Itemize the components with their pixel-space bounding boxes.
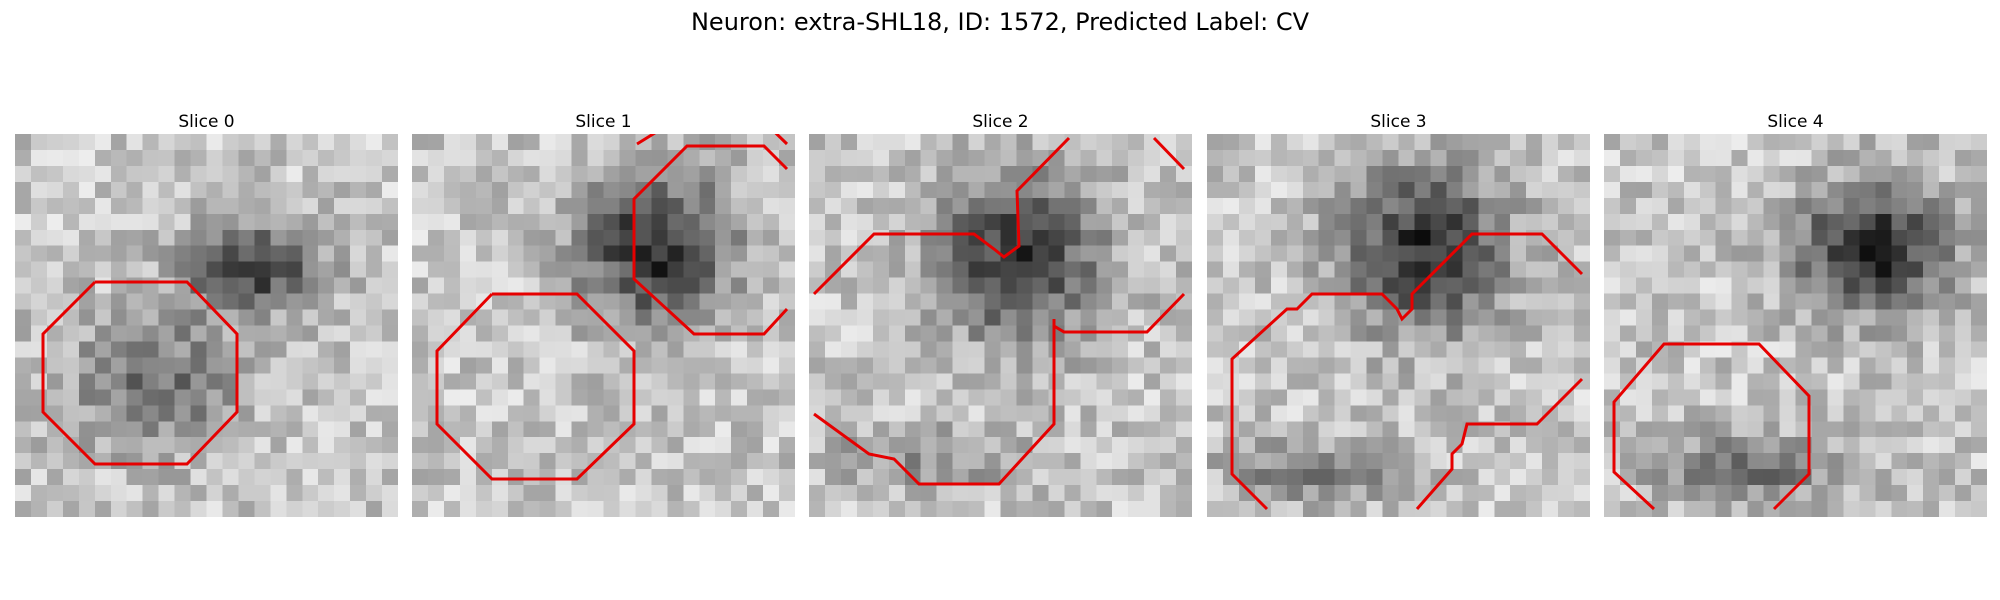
segmentation-contour — [1230, 232, 1584, 511]
contour-overlay — [812, 136, 1186, 486]
slice-image — [15, 134, 398, 517]
slice-title: Slice 0 — [178, 112, 235, 132]
segmentation-contour — [1612, 342, 1811, 511]
segmentation-contour — [435, 292, 636, 481]
slice-panel-3: Slice 3 — [1207, 110, 1590, 517]
figure-title: Neuron: extra-SHL18, ID: 1572, Predicted… — [690, 8, 1310, 36]
slice-title: Slice 4 — [1767, 112, 1824, 132]
slice-title: Slice 1 — [575, 112, 632, 132]
slice-title: Slice 2 — [972, 112, 1029, 132]
slice-image — [809, 134, 1192, 517]
contour-overlay — [1230, 232, 1584, 511]
contour-overlay — [435, 134, 789, 481]
segmentation-contour — [1152, 136, 1186, 171]
slice-panel-2: Slice 2 — [809, 110, 1192, 517]
segmentation-contour — [812, 136, 1071, 296]
contour-overlay — [41, 280, 239, 466]
slice-panel-4: Slice 4 — [1604, 110, 1987, 517]
slice-image — [1604, 134, 1987, 517]
segmentation-contour — [632, 144, 789, 336]
segmentation-contour — [41, 280, 239, 466]
slice-panel-1: Slice 1 — [412, 110, 795, 517]
slice-panel-0: Slice 0 — [15, 110, 398, 517]
contour-overlay — [1612, 342, 1811, 511]
segmentation-contour — [1415, 377, 1584, 510]
segmentation-contour — [813, 292, 1186, 486]
slice-title: Slice 3 — [1370, 112, 1427, 132]
